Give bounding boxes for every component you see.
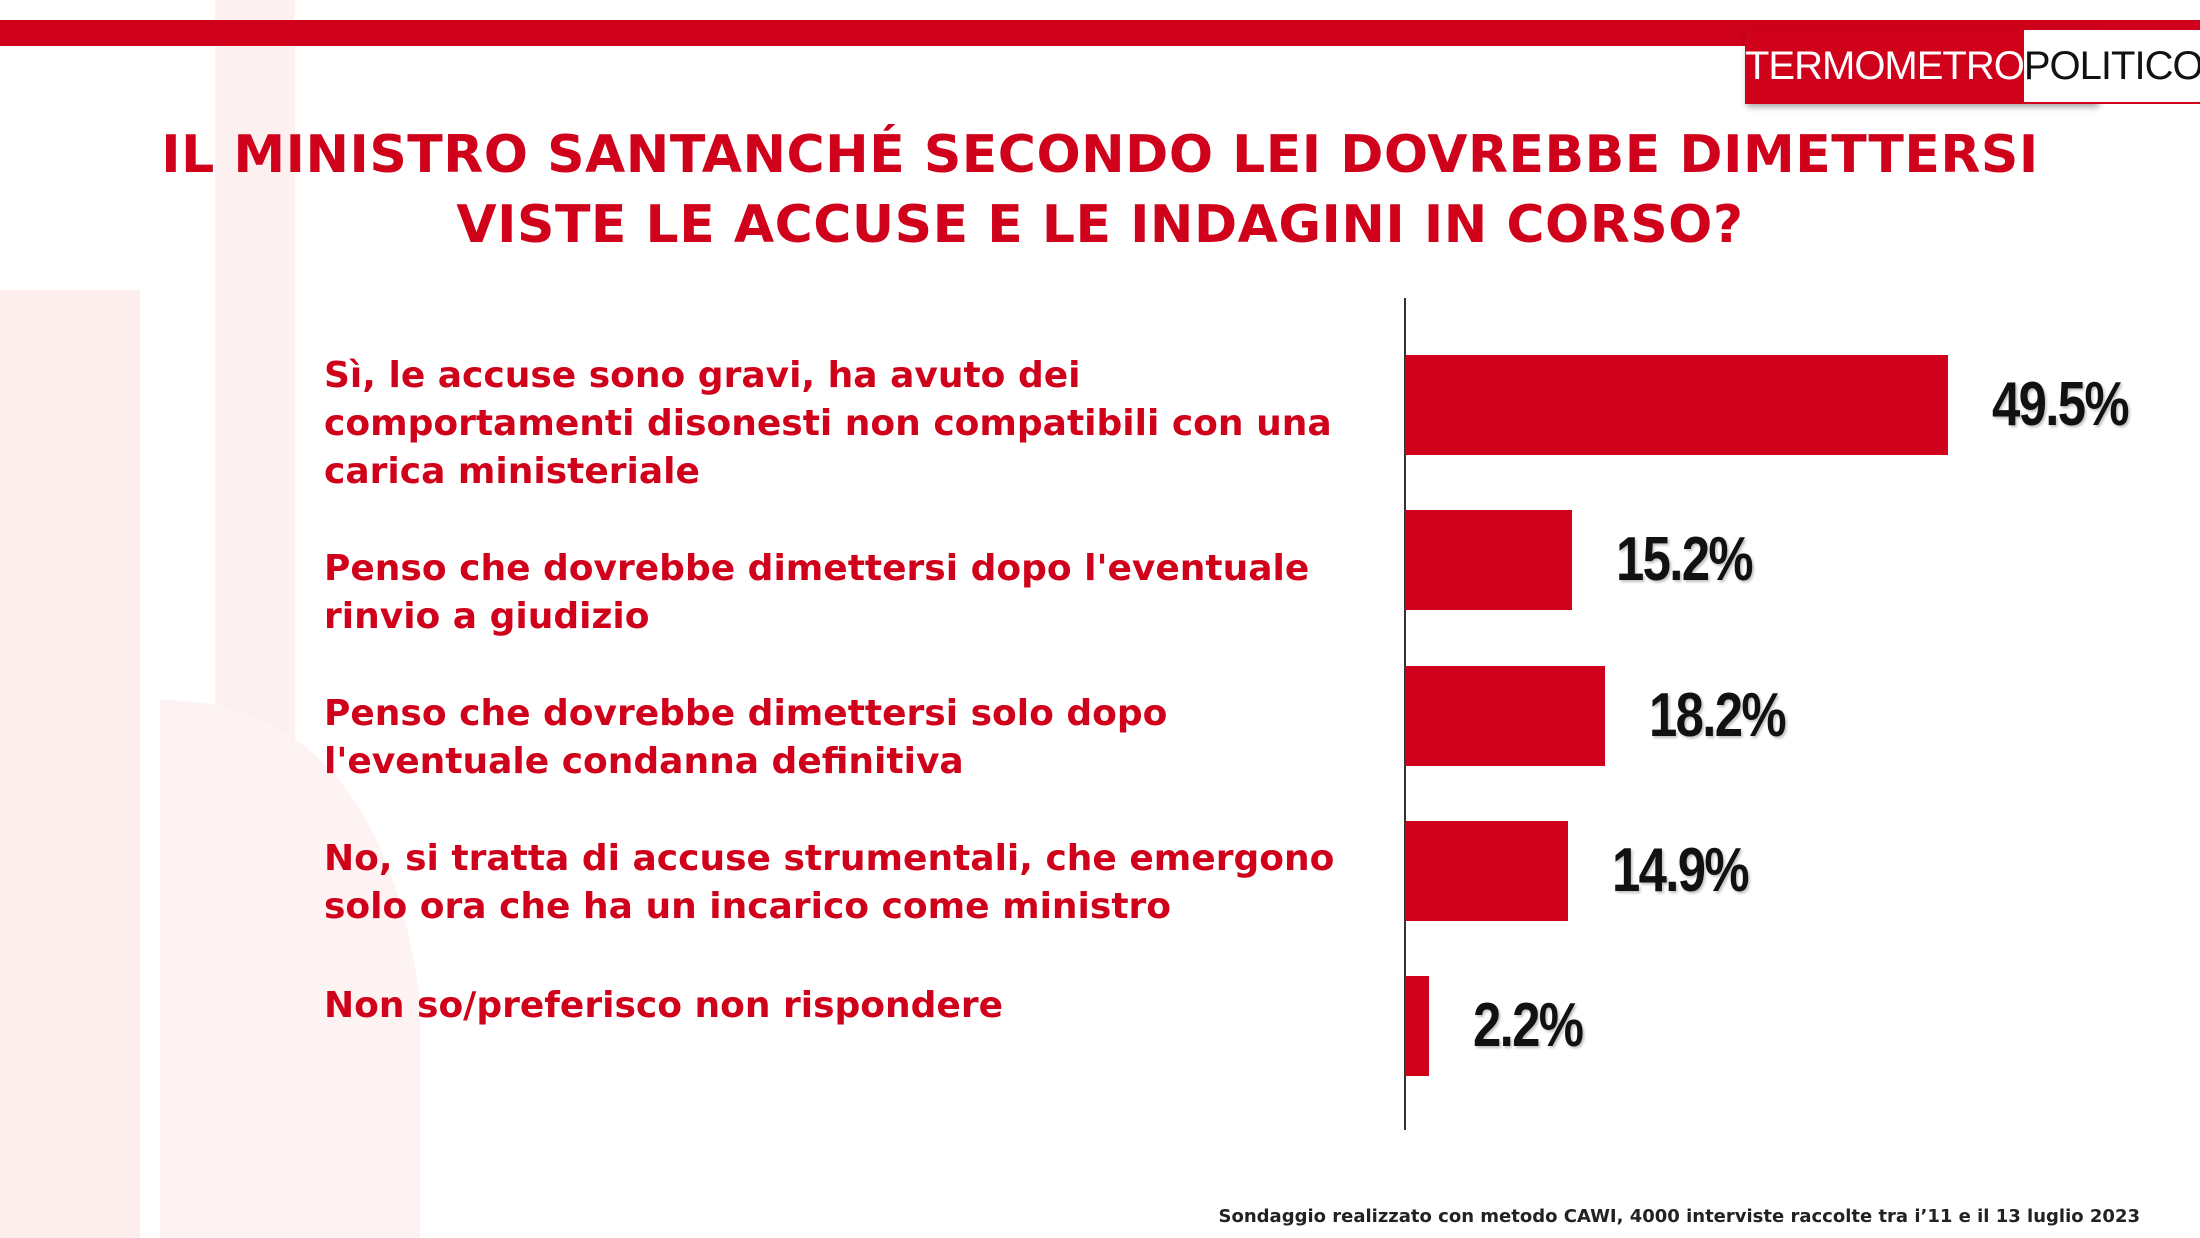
bar (1405, 666, 1605, 766)
bar (1405, 821, 1569, 921)
data-label: 2.2% (1473, 991, 1584, 1060)
bar (1405, 976, 1430, 1076)
chart-title: IL MINISTRO SANTANCHÉ SECONDO LEI DOVREB… (80, 120, 2120, 260)
category-label: Sì, le accuse sono gravi, ha avuto dei c… (324, 355, 1332, 492)
title-line-1: IL MINISTRO SANTANCHÉ SECONDO LEI DOVREB… (161, 125, 2039, 185)
bar (1405, 355, 1948, 455)
data-label: 14.9% (1612, 836, 1750, 905)
logo-part-termometro: TERMOMETRO (1745, 28, 2025, 104)
logo-part-politico: POLITICO (2023, 28, 2200, 104)
category-label: Non so/preferisco non rispondere (324, 985, 1004, 1026)
title-line-2: VISTE LE ACCUSE E LE INDAGINI IN CORSO? (456, 195, 1744, 255)
category-label: Penso che dovrebbe dimettersi dopo l'eve… (324, 548, 1310, 637)
footnote: Sondaggio realizzato con metodo CAWI, 40… (1218, 1206, 2140, 1227)
category-label: No, si tratta di accuse strumentali, che… (324, 838, 1335, 927)
data-label: 15.2% (1615, 525, 1754, 594)
data-label: 18.2% (1648, 681, 1787, 750)
data-label: 49.5% (1992, 370, 2130, 439)
brand-logo: TERMOMETRO POLITICO (1745, 28, 2200, 104)
bar (1405, 510, 1572, 610)
category-label: Penso che dovrebbe dimettersi solo dopo … (324, 693, 1168, 782)
